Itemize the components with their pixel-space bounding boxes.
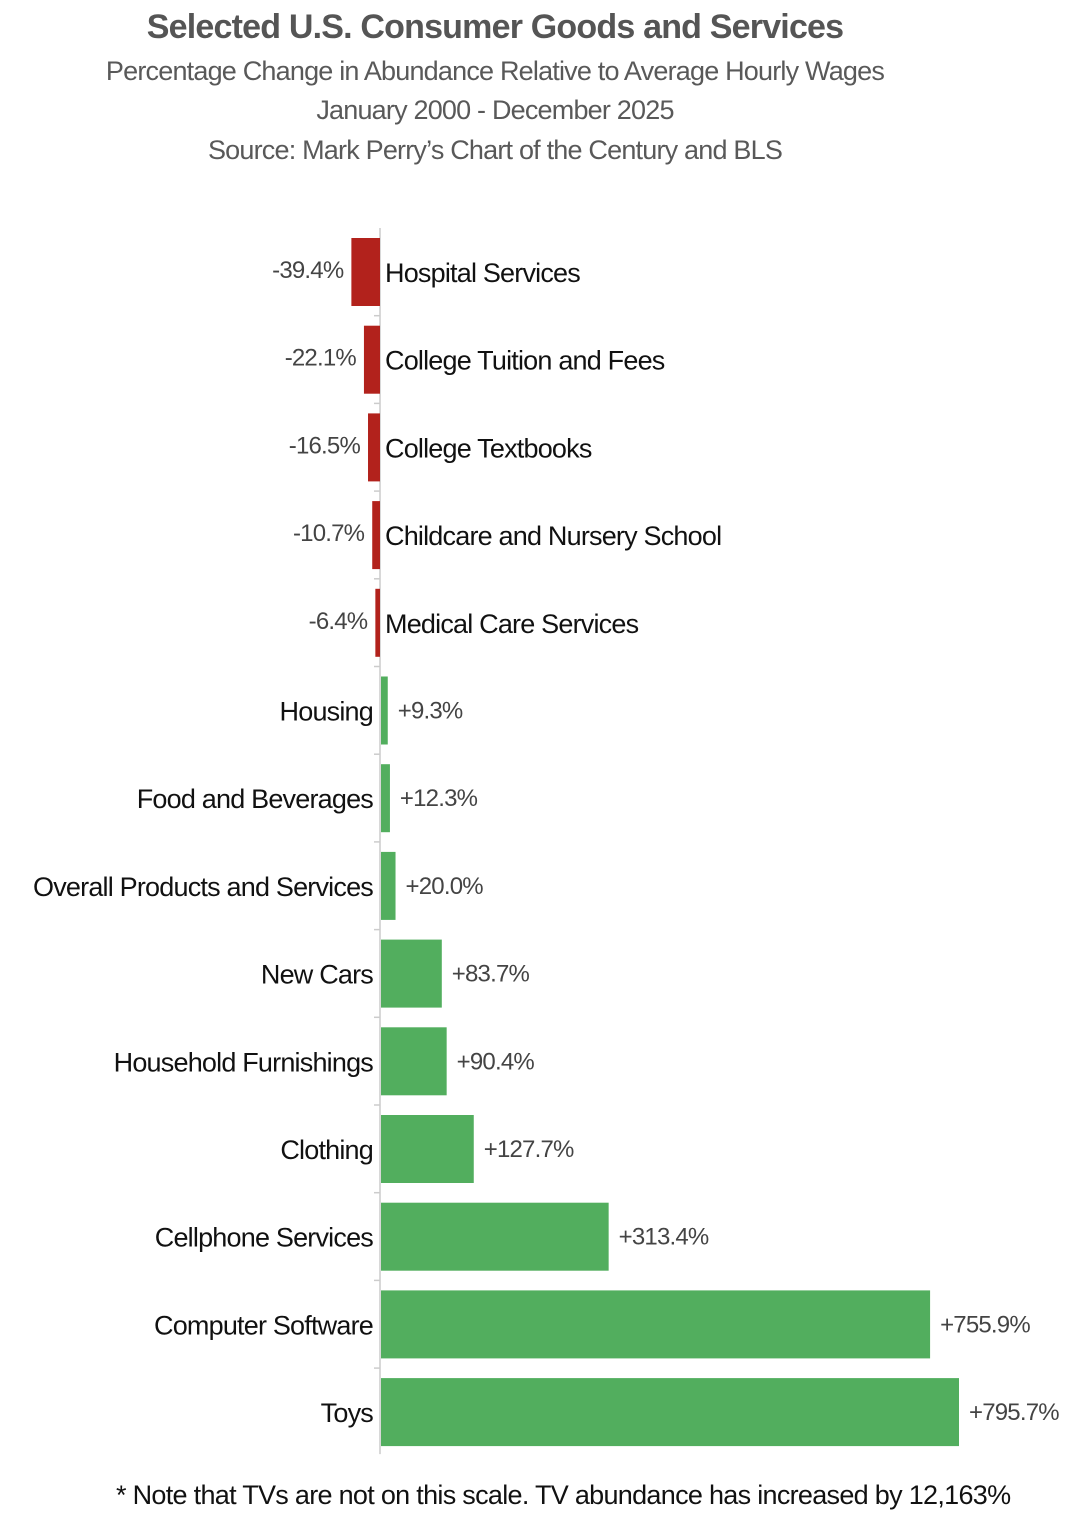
category-label: Computer Software [154,1310,373,1340]
bar-8 [381,939,442,1008]
data-label: +20.0% [406,873,484,900]
category-label: Childcare and Nursery School [385,521,721,551]
chart-footnote: * Note that TVs are not on this scale. T… [116,1480,1011,1510]
bar-5 [381,676,388,745]
data-label: +127.7% [484,1136,574,1163]
category-label: Hospital Services [385,258,580,288]
category-label: New Cars [261,960,373,990]
data-label: +795.7% [969,1399,1059,1426]
data-label: +90.4% [457,1048,535,1075]
bar-12 [381,1290,931,1359]
category-label: Cellphone Services [155,1223,374,1253]
bar-1 [363,325,380,394]
chart-source: Source: Mark Perry’s Chart of the Centur… [207,135,783,165]
category-label: Clothing [280,1135,373,1165]
category-label: College Tuition and Fees [385,346,665,376]
data-label: -16.5% [289,432,361,459]
data-label: +12.3% [400,785,478,812]
bar-11 [381,1202,609,1271]
bar-2 [368,413,380,482]
category-label: Medical Care Services [385,609,639,639]
data-label: -39.4% [272,257,344,284]
data-label: -6.4% [309,608,368,635]
bar-10 [381,1115,474,1183]
category-label: Housing [280,697,373,727]
bar-7 [381,851,396,920]
bar-0 [351,238,380,306]
data-label: +83.7% [452,961,530,988]
category-label: College Textbooks [385,433,592,463]
bar-3 [372,501,380,570]
chart-date-range: January 2000 - December 2025 [316,95,674,125]
data-label: -10.7% [293,520,365,547]
bar-6 [381,764,390,833]
bar-4 [375,588,380,657]
chart-subtitle: Percentage Change in Abundance Relative … [105,56,885,86]
category-label: Household Furnishings [114,1047,374,1077]
data-label: +313.4% [619,1224,709,1251]
data-label: -22.1% [285,345,357,372]
category-label: Overall Products and Services [33,872,373,902]
category-label: Toys [321,1398,374,1428]
bar-9 [381,1027,447,1096]
chart-title: Selected U.S. Consumer Goods and Service… [146,8,844,46]
category-label: Food and Beverages [137,784,374,814]
data-label: +9.3% [398,698,463,725]
bar-13 [381,1378,959,1447]
data-label: +755.9% [940,1311,1030,1338]
